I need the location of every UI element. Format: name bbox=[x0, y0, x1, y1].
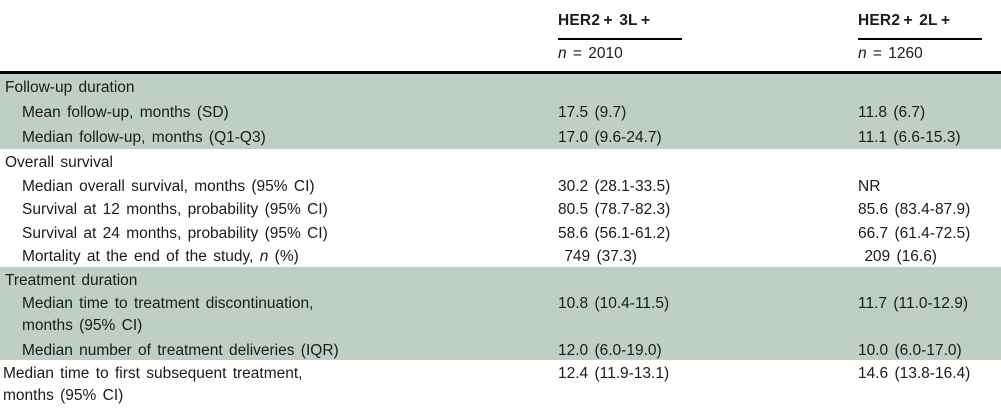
row-median-overall-survival: Median overall survival, months (95% CI)… bbox=[0, 173, 1001, 197]
value-her2-3l: 17.5 (9.7) bbox=[558, 104, 627, 121]
value-her2-3l: 58.6 (56.1-61.2) bbox=[558, 224, 671, 242]
value-her2-2l: 11.8 (6.7) bbox=[858, 104, 926, 121]
label-line-1: Median time to first subsequent treatmen… bbox=[3, 364, 303, 382]
value-her2-2l: 209 (16.6) bbox=[858, 248, 937, 266]
section-label: Treatment duration bbox=[5, 271, 138, 289]
value-her2-2l: 11.1 (6.6-15.3) bbox=[858, 129, 961, 146]
label-line-2: months (95% CI) bbox=[3, 386, 124, 404]
n-symbol: n bbox=[259, 248, 269, 266]
column-header-rule bbox=[858, 38, 982, 40]
row-label: Survival at 12 months, probability (95% … bbox=[22, 201, 328, 219]
column-header-rule bbox=[558, 38, 682, 40]
n-value: = 2010 bbox=[566, 45, 623, 62]
label-line-1: Median time to treatment discontinuation… bbox=[22, 294, 314, 312]
column-n-count: n = 2010 bbox=[558, 45, 682, 63]
value-her2-2l: 10.0 (6.0-17.0) bbox=[858, 341, 962, 359]
value-her2-2l: 11.7 (11.0-12.9) bbox=[858, 294, 968, 312]
value-her2-3l: 30.2 (28.1-33.5) bbox=[558, 177, 671, 195]
row-mortality: Mortality at the end of the study, n (%)… bbox=[0, 243, 1001, 267]
row-time-to-subsequent-treatment: Median time to first subsequent treatmen… bbox=[0, 360, 1001, 410]
label-text: Mortality at the end of the study, bbox=[22, 248, 260, 266]
row-label: Median time to first subsequent treatmen… bbox=[0, 360, 556, 407]
row-follow-up-duration: Follow-up duration bbox=[0, 74, 1001, 99]
row-treatment-deliveries: Median number of treatment deliveries (I… bbox=[0, 336, 1001, 360]
value-her2-3l: 12.0 (6.0-19.0) bbox=[558, 341, 662, 359]
value-her2-3l bbox=[556, 267, 856, 270]
row-overall-survival: Overall survival bbox=[0, 149, 1001, 173]
value-her2-2l bbox=[856, 74, 1001, 77]
value-her2-2l: 14.6 (13.8-16.4) bbox=[858, 364, 971, 382]
table-body: Follow-up duration Mean follow-up, month… bbox=[0, 74, 1001, 410]
row-label: Mean follow-up, months (SD) bbox=[22, 104, 229, 121]
value-her2-3l bbox=[556, 74, 856, 77]
label-text: (%) bbox=[268, 248, 299, 266]
row-label: Survival at 24 months, probability (95% … bbox=[22, 224, 328, 242]
row-label: Mortality at the end of the study, n (%) bbox=[0, 243, 556, 268]
column-title: HER2 + 3L + bbox=[558, 12, 651, 29]
table-header: HER2 + 3L + n = 2010 HER2 + 2L + n = 126… bbox=[0, 0, 1001, 71]
value-her2-2l: NR bbox=[858, 177, 881, 195]
section-label: Follow-up duration bbox=[5, 79, 135, 96]
row-survival-24-months: Survival at 24 months, probability (95% … bbox=[0, 220, 1001, 244]
row-label: Median time to treatment discontinuation… bbox=[0, 290, 556, 337]
row-label: Median follow-up, months (Q1-Q3) bbox=[22, 129, 266, 146]
value-her2-2l bbox=[856, 267, 1001, 270]
value-her2-2l bbox=[856, 149, 1001, 152]
row-treatment-duration: Treatment duration bbox=[0, 266, 1001, 290]
value-her2-2l: 85.6 (83.4-87.9) bbox=[858, 201, 971, 219]
n-symbol: n bbox=[558, 45, 567, 62]
value-her2-3l: 749 (37.3) bbox=[558, 248, 637, 266]
row-label: Median number of treatment deliveries (I… bbox=[22, 341, 339, 359]
row-median-follow-up: Median follow-up, months (Q1-Q3) 17.0 (9… bbox=[0, 124, 1001, 149]
column-n-count: n = 1260 bbox=[858, 45, 982, 63]
table-top-rule bbox=[0, 71, 1001, 74]
row-label: Median overall survival, months (95% CI) bbox=[22, 177, 315, 195]
column-header-her2-3l: HER2 + 3L + n = 2010 bbox=[558, 12, 682, 63]
column-title: HER2 + 2L + bbox=[858, 12, 951, 29]
label-line-2: months (95% CI) bbox=[22, 316, 143, 334]
n-value: = 1260 bbox=[866, 45, 923, 62]
value-her2-3l: 80.5 (78.7-82.3) bbox=[558, 201, 671, 219]
column-header-her2-2l: HER2 + 2L + n = 1260 bbox=[858, 12, 982, 63]
value-her2-3l bbox=[556, 149, 856, 152]
row-survival-12-months: Survival at 12 months, probability (95% … bbox=[0, 196, 1001, 220]
value-her2-2l: 66.7 (61.4-72.5) bbox=[858, 224, 971, 242]
value-her2-3l: 17.0 (9.6-24.7) bbox=[558, 129, 662, 146]
n-symbol: n bbox=[858, 45, 867, 62]
row-time-to-discontinuation: Median time to treatment discontinuation… bbox=[0, 289, 1001, 337]
value-her2-3l: 10.8 (10.4-11.5) bbox=[558, 294, 670, 312]
row-mean-follow-up: Mean follow-up, months (SD) 17.5 (9.7) 1… bbox=[0, 99, 1001, 124]
value-her2-3l: 12.4 (11.9-13.1) bbox=[558, 364, 670, 382]
section-label: Overall survival bbox=[5, 154, 113, 171]
